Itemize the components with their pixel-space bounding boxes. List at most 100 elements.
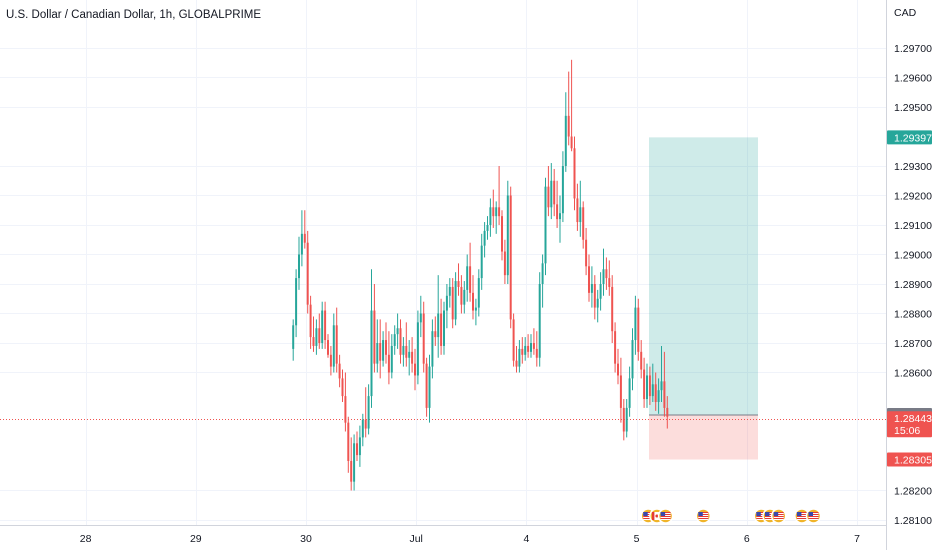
event-icon-us[interactable] (805, 508, 822, 524)
candle-body (402, 345, 405, 355)
candle-body (498, 207, 501, 217)
price-axis[interactable]: 1.29700 1.29600 1.29500 1.29300 1.29200 1.291… (894, 43, 932, 527)
x-tick-label: 7 (854, 533, 860, 545)
candle-body (396, 328, 399, 335)
y-tick-label: 1.28800 (894, 309, 932, 321)
candle-body (593, 284, 596, 308)
candle-body (364, 419, 367, 429)
y-tick-label: 1.28600 (894, 368, 932, 380)
candle-body (567, 115, 570, 137)
candle-body (564, 115, 567, 166)
target-price-tag-value: 1.29397 (894, 132, 932, 144)
candle-body (358, 437, 361, 456)
candle-body (596, 298, 599, 308)
candle-body (295, 278, 298, 326)
candle-body (608, 278, 611, 287)
candle-body (321, 310, 324, 343)
candle-body (324, 310, 327, 341)
candle-body (298, 254, 300, 279)
event-icon-us[interactable] (794, 508, 810, 524)
candle-body (332, 325, 335, 367)
candle-body (451, 286, 454, 320)
position-zones[interactable] (0, 137, 886, 460)
event-icon-us[interactable] (657, 508, 674, 524)
candle-body (605, 269, 608, 279)
candle-body (457, 281, 460, 287)
candle-body (428, 366, 431, 408)
candle-body (660, 381, 663, 391)
candle-body (509, 195, 512, 320)
candle-body (292, 325, 295, 349)
candle-body (654, 384, 657, 402)
candle-body (370, 310, 373, 397)
candle-body (385, 340, 387, 355)
candle-body (527, 345, 530, 352)
candle-body (425, 363, 428, 408)
candle-body (588, 266, 590, 293)
candle-body (472, 292, 474, 311)
y-tick-label: 1.29500 (894, 102, 932, 114)
candle-body (550, 180, 553, 208)
candle-body (474, 307, 477, 311)
candle-body (625, 407, 628, 432)
candle-body (561, 166, 564, 214)
candle-body (350, 461, 353, 482)
candle-body (376, 343, 379, 364)
event-icons[interactable] (640, 508, 822, 524)
candles (292, 59, 669, 491)
x-tick-label: Jul (409, 533, 422, 545)
y-tick-label: 1.29000 (894, 250, 932, 262)
time-axis[interactable]: 28 29 30 Jul 4 5 6 7 (80, 533, 860, 545)
candle-body (329, 354, 332, 367)
candle-body (477, 278, 480, 308)
candle-body (448, 286, 451, 296)
candle-body (443, 310, 445, 346)
candle-body (643, 369, 646, 400)
y-tick-label: 1.29300 (894, 161, 932, 173)
candle-body (544, 186, 547, 264)
candle-body (622, 407, 625, 432)
candle-body (538, 284, 541, 358)
candle-body (495, 207, 498, 217)
candle-body (390, 345, 393, 373)
chart-title: U.S. Dollar / Canadian Dollar, 1h, GLOBA… (6, 9, 261, 21)
grid (0, 0, 886, 525)
candle-body (657, 390, 660, 402)
candle-body (303, 233, 306, 243)
y-tick-label: 1.29200 (894, 191, 932, 203)
event-icon-us[interactable] (770, 508, 787, 524)
candle-body (506, 195, 509, 276)
stop-price-tag-value: 1.28305 (894, 455, 932, 467)
candle-body (469, 266, 472, 293)
candle-body (570, 136, 573, 149)
y-tick-label: 1.29100 (894, 220, 932, 232)
candle-body (663, 381, 666, 408)
candle-body (416, 322, 419, 376)
candle-body (353, 443, 356, 482)
candle-body (524, 345, 527, 355)
candle-body (559, 213, 561, 220)
x-tick-label: 6 (744, 533, 750, 545)
candle-body (637, 307, 640, 352)
candle-body (431, 331, 434, 367)
candle-body (405, 345, 408, 358)
candle-body (309, 304, 312, 338)
candle-body (445, 295, 448, 311)
target-zone[interactable] (649, 137, 758, 415)
candle-body (515, 360, 518, 367)
current-price-tag-value: 1.28443 (894, 413, 932, 425)
candle-body (535, 348, 538, 358)
candle-body (503, 251, 506, 276)
candle-body (611, 286, 614, 332)
x-tick-label: 28 (80, 533, 92, 545)
candle-body (648, 375, 651, 397)
event-icon-us[interactable] (695, 508, 712, 524)
current-price-tag-countdown: 15:06 (894, 425, 920, 437)
x-tick-label: 30 (300, 533, 312, 545)
y-tick-label: 1.28700 (894, 338, 932, 350)
candle-body (489, 207, 492, 225)
candle-body (614, 331, 617, 364)
stop-zone[interactable] (649, 414, 758, 460)
